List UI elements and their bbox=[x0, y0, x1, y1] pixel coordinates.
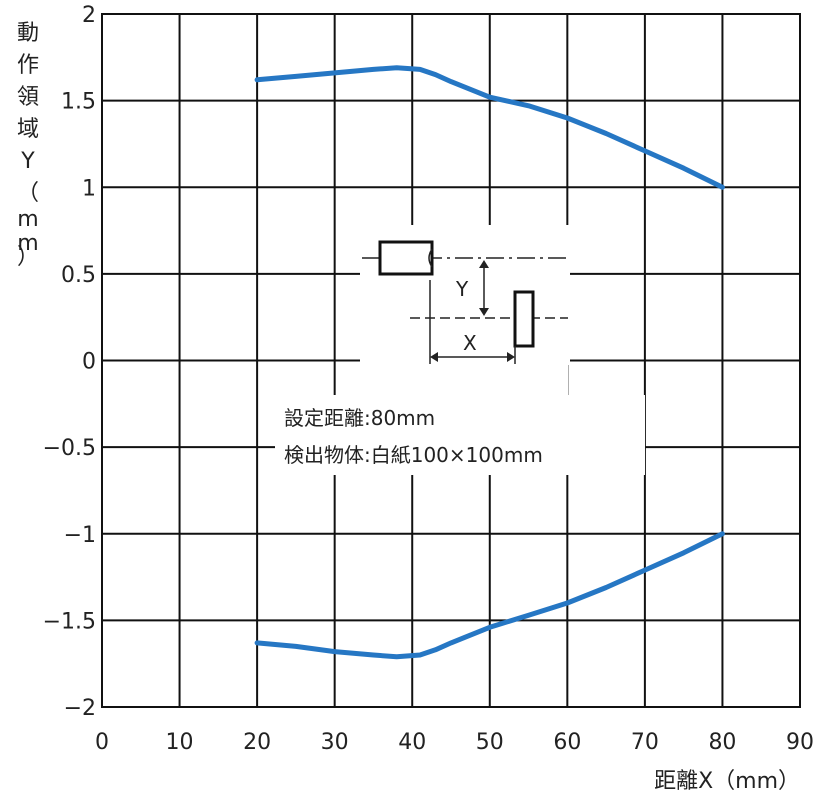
y-tick-label: −1.5 bbox=[43, 609, 96, 634]
x-tick-label: 80 bbox=[708, 730, 736, 755]
x-tick-labels: 0 10 20 30 40 50 60 70 80 90 bbox=[95, 730, 814, 755]
x-tick-label: 20 bbox=[243, 730, 271, 755]
y-axis-label-char: （ bbox=[17, 181, 39, 206]
x-tick-label: 90 bbox=[786, 730, 814, 755]
x-tick-label: 10 bbox=[166, 730, 194, 755]
y-axis-label-char: 動 bbox=[17, 21, 39, 46]
y-axis-label-char: ） bbox=[17, 245, 39, 270]
y-axis-label-char: m bbox=[17, 207, 38, 232]
y-tick-label: 2 bbox=[82, 3, 96, 28]
note-detected-object: 検出物体:白紙100×100mm bbox=[284, 443, 543, 467]
sensor-diagram: Y X bbox=[362, 240, 570, 364]
diagram-x-label: X bbox=[463, 331, 477, 355]
x-tick-label: 40 bbox=[398, 730, 426, 755]
note-setting-distance: 設定距離:80mm bbox=[284, 406, 435, 430]
y-axis-label-char: 領 bbox=[17, 85, 39, 110]
x-tick-label: 70 bbox=[631, 730, 659, 755]
y-tick-label: 1 bbox=[82, 176, 96, 201]
x-tick-label: 60 bbox=[553, 730, 581, 755]
series-group bbox=[254, 65, 725, 660]
diagram-y-label: Y bbox=[455, 277, 469, 301]
series-line bbox=[254, 65, 725, 190]
target-object-icon bbox=[513, 290, 535, 348]
plot-frame bbox=[101, 13, 801, 708]
x-axis-label: 距離X（mm） bbox=[654, 769, 800, 794]
x-tick-label: 0 bbox=[95, 730, 109, 755]
x-tick-label: 50 bbox=[476, 730, 504, 755]
series-line bbox=[254, 531, 725, 660]
y-tick-label: −0.5 bbox=[43, 436, 96, 461]
y-axis-label-char: 域 bbox=[17, 117, 39, 142]
y-axis-label-char: m bbox=[17, 231, 38, 256]
y-tick-label: 0.5 bbox=[61, 263, 96, 288]
inset-background bbox=[275, 225, 645, 475]
y-axis-label-char: 作 bbox=[17, 53, 39, 78]
sensor-emitter-icon bbox=[378, 240, 434, 276]
y-tick-label: −1 bbox=[64, 523, 96, 548]
y-tick-label: −2 bbox=[64, 696, 96, 721]
sensor-lens-icon bbox=[428, 248, 433, 268]
y-tick-label: 0 bbox=[82, 350, 96, 375]
y-tick-label: 1.5 bbox=[61, 90, 96, 115]
x-tick-label: 30 bbox=[321, 730, 349, 755]
y-axis-label-char: Y bbox=[20, 149, 35, 174]
y-tick-labels: 2 1.5 1 0.5 0 −0.5 −1 −1.5 −2 bbox=[43, 3, 96, 721]
